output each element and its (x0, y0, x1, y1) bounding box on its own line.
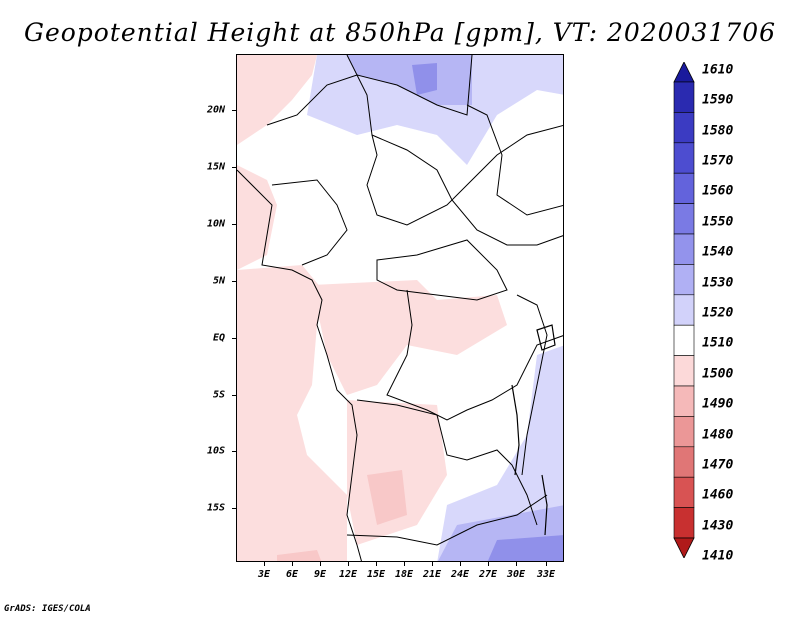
pink-area-angola-dark (367, 470, 407, 525)
y-label-15s: 15S (206, 502, 225, 514)
x-label-27e: 27E (478, 569, 498, 580)
lakes (511, 324, 556, 536)
map-svg (237, 55, 563, 561)
y-label-5n: 5N (212, 275, 225, 287)
x-label-6e: 6E (285, 569, 299, 580)
colorbar-label: 1580 (702, 123, 734, 139)
x-label-33e: 33E (536, 569, 556, 580)
grads-credit: GrADS: IGES/COLA (4, 604, 91, 614)
blue-area-sahara-core (412, 63, 437, 95)
colorbar-label: 1430 (702, 518, 734, 534)
colorbar-label: 1550 (702, 214, 734, 230)
border-chad (371, 134, 563, 246)
colorbar-label: 1570 (702, 153, 734, 169)
border-nigeria (271, 179, 348, 266)
blue-area-sahara-mid (347, 55, 472, 105)
x-label-12e: 12E (338, 569, 358, 580)
colorbar-segment (673, 385, 695, 417)
colorbar-segment (673, 203, 695, 235)
chart-title: Geopotential Height at 850hPa [gpm], VT:… (23, 18, 777, 47)
y-label-20n: 20N (206, 104, 225, 116)
map-panel (236, 54, 564, 562)
colorbar-top-arrow (673, 62, 695, 83)
x-label-30e: 30E (506, 569, 526, 580)
pink-area-sw-dark (277, 550, 322, 561)
y-label-10s: 10S (206, 445, 225, 457)
border-car (376, 239, 508, 301)
x-label-21e: 21E (422, 569, 442, 580)
pink-area-atlantic (237, 265, 347, 561)
colorbar-segment (673, 507, 695, 539)
colorbar-label: 1470 (702, 457, 734, 473)
border-sahel (266, 74, 563, 226)
colorbar-segment (673, 355, 695, 387)
boundaries (237, 55, 563, 561)
colorbar-label: 1610 (702, 62, 734, 78)
colorbar-segments (673, 62, 695, 558)
y-label-15n: 15N (206, 161, 225, 173)
colorbar-label: 1590 (702, 92, 734, 108)
lake-victoria (536, 324, 556, 351)
y-label-10n: 10N (206, 218, 225, 230)
colorbar-segment (673, 446, 695, 478)
border-angola-south (346, 494, 548, 546)
colorbar-label: 1560 (702, 183, 734, 199)
colorbar-segment (673, 81, 695, 113)
coastline-west (237, 169, 362, 561)
colorbar-label: 1500 (702, 366, 734, 382)
colorbar-label: 1480 (702, 427, 734, 443)
colorbar-label: 1460 (702, 487, 734, 503)
colorbar-segment (673, 112, 695, 144)
border-libya (346, 55, 473, 116)
colorbar-label: 1410 (702, 548, 734, 564)
colorbar (673, 62, 695, 558)
colorbar-segment (673, 294, 695, 326)
pink-area-northwest (237, 55, 317, 145)
colorbar-label: 1490 (702, 396, 734, 412)
colorbar-label: 1510 (702, 335, 734, 351)
colorbar-bottom-arrow (673, 537, 695, 558)
border-east-lakes (516, 294, 548, 476)
colorbar-label: 1530 (702, 275, 734, 291)
colorbar-label: 1540 (702, 244, 734, 260)
x-label-15e: 15E (366, 569, 386, 580)
x-label-9e: 9E (313, 569, 327, 580)
blue-area-sahara (307, 55, 563, 165)
lake-tanganyika (511, 384, 520, 476)
blue-area-southeast-core (487, 535, 563, 561)
x-label-18e: 18E (394, 569, 414, 580)
colorbar-segment (673, 233, 695, 265)
lake-malawi (541, 474, 548, 536)
pink-area-west-africa (237, 165, 277, 270)
colorbar-segment (673, 476, 695, 508)
colorbar-segment (673, 142, 695, 174)
blue-height-areas (307, 55, 563, 561)
border-sudan (466, 104, 563, 216)
colorbar-segment (673, 172, 695, 204)
x-label-3e: 3E (257, 569, 271, 580)
colorbar-segment (673, 264, 695, 296)
colorbar-label: 1520 (702, 305, 734, 321)
y-label-5s: 5S (212, 389, 225, 401)
border-drc-angola (356, 399, 538, 526)
colorbar-segment (673, 416, 695, 448)
x-label-24e: 24E (450, 569, 470, 580)
colorbar-segment (673, 324, 695, 356)
y-label-eq: EQ (212, 332, 225, 344)
